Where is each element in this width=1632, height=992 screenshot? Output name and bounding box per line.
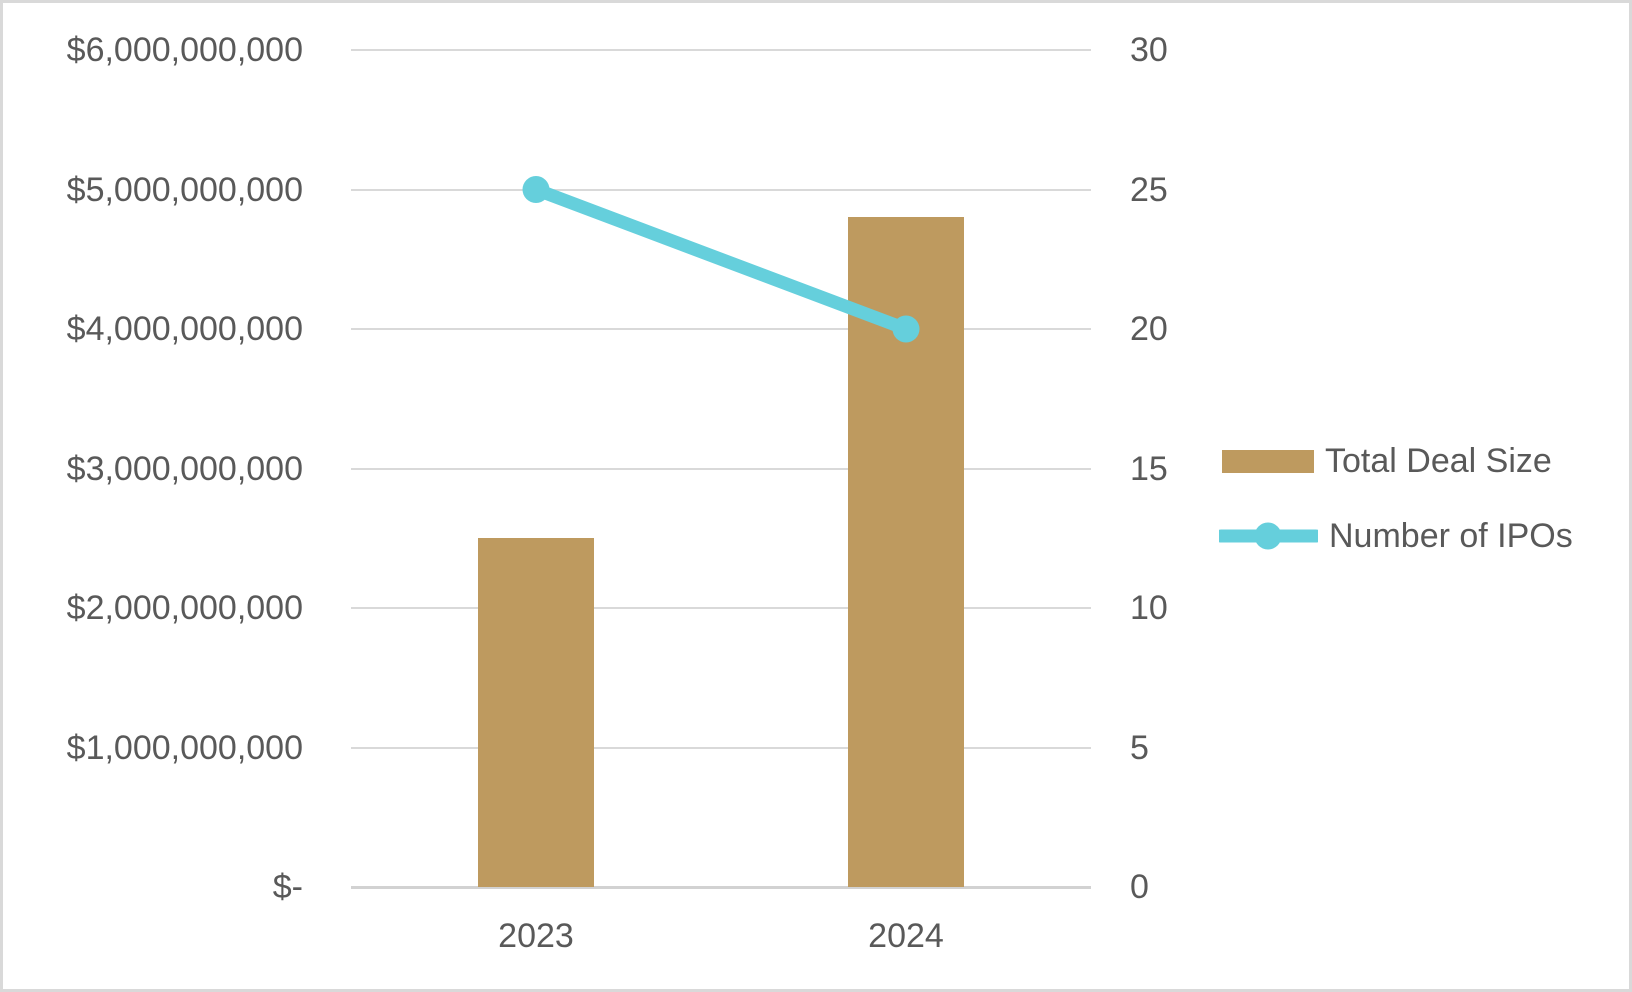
left-axis-tick-label: $1,000,000,000 [66, 728, 303, 767]
right-axis-tick-label: 15 [1130, 449, 1168, 488]
left-axis-tick-label: $6,000,000,000 [66, 31, 303, 69]
legend-label-number-of-ipos: Number of IPOs [1329, 517, 1573, 555]
legend-item-number-of-ipos[interactable]: Number of IPOs [1219, 514, 1573, 558]
right-axis-tick-label: 5 [1130, 728, 1149, 767]
gridline [351, 746, 1091, 749]
left-axis-tick-label: $2,000,000,000 [66, 589, 303, 627]
line-marker-2024[interactable] [892, 315, 920, 343]
gridline [351, 607, 1091, 609]
right-axis-tick-label: 25 [1130, 170, 1168, 209]
bar-series-swatch-icon [1222, 449, 1314, 473]
number-of-ipos-line[interactable] [529, 183, 913, 336]
legend-item-total-deal-size[interactable]: Total Deal Size [1222, 439, 1552, 483]
left-axis-tick-label: $3,000,000,000 [66, 449, 303, 488]
left-axis-tick-label: $4,000,000,000 [66, 310, 303, 348]
bar-2023[interactable] [478, 538, 594, 887]
right-axis-tick-label: 0 [1130, 868, 1149, 906]
category-label-2024: 2024 [868, 917, 944, 955]
gridline [351, 188, 1091, 191]
right-axis-tick-label: 30 [1130, 31, 1168, 69]
legend-label-total-deal-size: Total Deal Size [1325, 442, 1552, 480]
gridline [351, 467, 1091, 470]
right-axis-tick-label: 10 [1130, 589, 1168, 627]
left-axis-tick-label: $- [272, 868, 303, 906]
right-axis-tick-label: 20 [1130, 310, 1168, 348]
line-series-swatch-icon [1219, 522, 1318, 550]
gridline [351, 49, 1091, 51]
line-marker-2023[interactable] [522, 176, 550, 203]
gridline [351, 328, 1091, 330]
line-series-layer [522, 176, 920, 343]
left-axis-tick-label: $5,000,000,000 [66, 170, 303, 209]
category-label-2023: 2023 [498, 917, 574, 955]
x-axis-line [351, 886, 1091, 889]
